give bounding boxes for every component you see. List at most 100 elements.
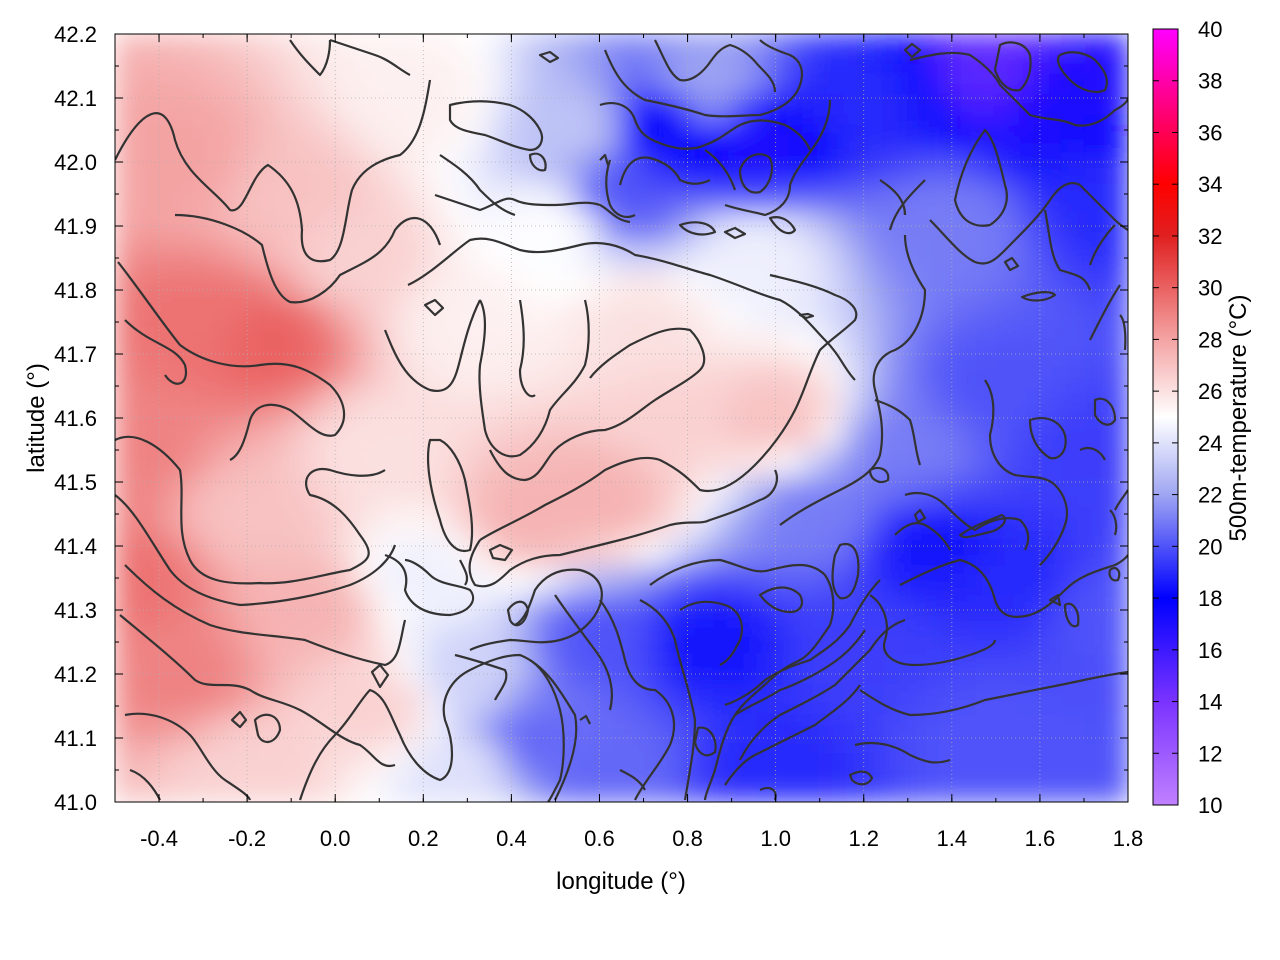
heatmap-cell bbox=[202, 506, 226, 537]
contour-line bbox=[904, 491, 1030, 551]
heatmap-cell bbox=[180, 565, 204, 596]
heatmap-cell bbox=[775, 240, 799, 271]
heatmap-cell bbox=[202, 299, 226, 330]
heatmap-cell bbox=[1105, 476, 1128, 508]
heatmap-cell bbox=[334, 742, 358, 774]
heatmap-cell bbox=[1039, 742, 1063, 774]
heatmap-cell bbox=[598, 328, 623, 360]
heatmap-cell bbox=[819, 62, 843, 94]
heatmap-cell bbox=[907, 92, 931, 124]
contour-line bbox=[489, 327, 706, 482]
contour-line bbox=[993, 41, 1032, 92]
heatmap-cell bbox=[378, 34, 402, 65]
heatmap-cell bbox=[444, 653, 468, 685]
heatmap-cell bbox=[1083, 269, 1107, 301]
heatmap-cell bbox=[576, 92, 601, 124]
heatmap-cell bbox=[180, 683, 204, 714]
heatmap-cell bbox=[510, 565, 535, 596]
heatmap-cell bbox=[422, 210, 446, 242]
heatmap-cell bbox=[202, 446, 226, 478]
heatmap-cell bbox=[642, 653, 667, 685]
heatmap-cell bbox=[246, 506, 270, 537]
heatmap-cell bbox=[290, 240, 314, 271]
heatmap-cell bbox=[422, 34, 446, 65]
colorbar-tick-label: 32 bbox=[1198, 224, 1222, 249]
heatmap-cell bbox=[268, 771, 292, 802]
heatmap-cell bbox=[708, 417, 733, 449]
contour-line bbox=[478, 299, 590, 458]
contour-line bbox=[488, 543, 514, 562]
y-tick-label: 42.0 bbox=[54, 150, 97, 175]
heatmap-cell bbox=[510, 683, 535, 714]
heatmap-cell bbox=[334, 210, 358, 242]
heatmap-cell bbox=[378, 565, 402, 596]
heatmap-cell bbox=[312, 240, 336, 271]
y-tick-label: 42.2 bbox=[54, 22, 97, 47]
contour-line bbox=[383, 299, 481, 393]
heatmap-cell bbox=[488, 446, 512, 478]
heatmap-cell bbox=[929, 269, 953, 301]
heatmap-cell bbox=[686, 299, 711, 330]
heatmap-cell bbox=[841, 594, 865, 626]
contour-line bbox=[298, 653, 578, 801]
heatmap-cell bbox=[400, 653, 424, 685]
heatmap-cell bbox=[400, 62, 424, 94]
heatmap-cell bbox=[1039, 476, 1063, 508]
heatmap-cell bbox=[466, 269, 490, 301]
heatmap-cell bbox=[378, 476, 402, 508]
heatmap-cell bbox=[664, 34, 689, 65]
heatmap-cell bbox=[929, 624, 953, 655]
heatmap-cell bbox=[532, 92, 557, 124]
heatmap-cell bbox=[731, 328, 755, 360]
heatmap-cell bbox=[620, 210, 645, 242]
heatmap-cell bbox=[620, 683, 645, 714]
heatmap-cell bbox=[686, 387, 711, 419]
heatmap-cell bbox=[510, 771, 535, 802]
heatmap-cell bbox=[268, 328, 292, 360]
heatmap-cell bbox=[885, 151, 909, 183]
heatmap-cell bbox=[532, 328, 557, 360]
heatmap-cell bbox=[488, 299, 512, 330]
contour-line bbox=[831, 542, 860, 600]
heatmap-cell bbox=[400, 269, 424, 301]
y-tick-label: 41.2 bbox=[54, 662, 97, 687]
heatmap-cell bbox=[224, 712, 248, 744]
heatmap-cell bbox=[686, 210, 711, 242]
heatmap-cell bbox=[268, 476, 292, 508]
heatmap-cell bbox=[488, 240, 512, 271]
heatmap-cell bbox=[224, 653, 248, 685]
heatmap-cell bbox=[863, 476, 887, 508]
contour-line bbox=[253, 713, 282, 743]
heatmap-cell bbox=[1105, 683, 1128, 714]
heatmap-cell bbox=[775, 328, 799, 360]
heatmap-cell bbox=[466, 122, 490, 153]
heatmap-cell bbox=[995, 771, 1019, 802]
heatmap-cell bbox=[753, 624, 777, 655]
heatmap-cell bbox=[620, 151, 645, 183]
heatmap-cell bbox=[995, 387, 1019, 419]
contour-line bbox=[953, 128, 1008, 227]
heatmap-cell bbox=[951, 712, 975, 744]
heatmap-cell bbox=[775, 358, 799, 390]
heatmap-cell bbox=[885, 653, 909, 685]
heatmap-cell bbox=[554, 181, 579, 212]
heatmap-cell bbox=[312, 506, 336, 537]
heatmap-cell bbox=[995, 683, 1019, 714]
heatmap-cell bbox=[422, 417, 446, 449]
heatmap-cell bbox=[510, 742, 535, 774]
heatmap-cell bbox=[554, 742, 579, 774]
heatmap-cell bbox=[312, 181, 336, 212]
heatmap-cell bbox=[642, 151, 667, 183]
heatmap-cell bbox=[488, 476, 512, 508]
heatmap-cell bbox=[620, 387, 645, 419]
heatmap-cell bbox=[1061, 210, 1085, 242]
heatmap-cell bbox=[1039, 210, 1063, 242]
heatmap-cell bbox=[356, 476, 380, 508]
contour-line bbox=[859, 670, 1128, 717]
heatmap-cell bbox=[1017, 624, 1041, 655]
heatmap-cell bbox=[708, 358, 733, 390]
heatmap-cell bbox=[929, 594, 953, 626]
heatmap-cell bbox=[180, 181, 204, 212]
heatmap-cell bbox=[158, 151, 182, 183]
heatmap-cell bbox=[598, 122, 623, 153]
